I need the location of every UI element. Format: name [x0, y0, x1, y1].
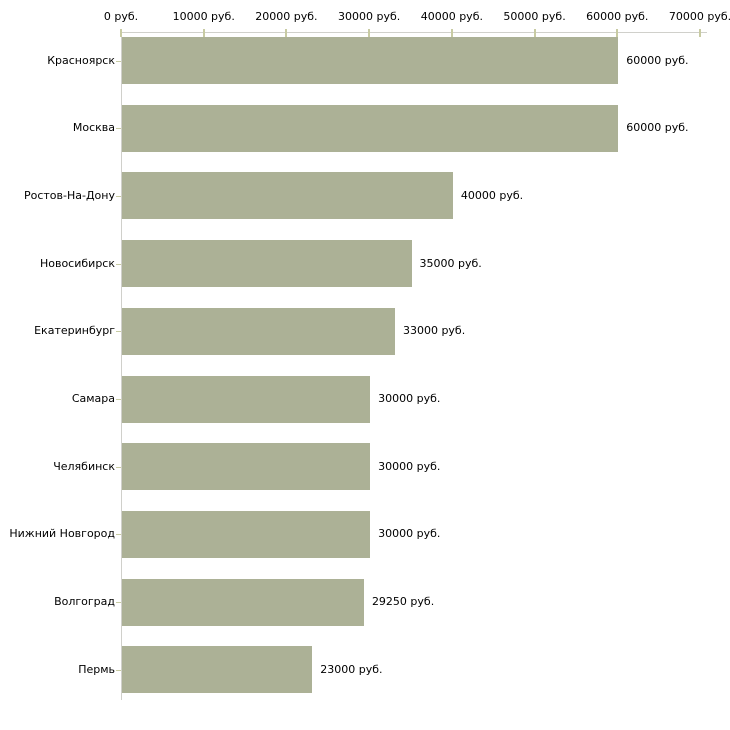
- x-axis-tick-label: 20000 руб.: [255, 10, 318, 23]
- bar: [122, 240, 412, 288]
- value-label: 60000 руб.: [626, 53, 689, 67]
- category-label: Пермь: [78, 662, 115, 676]
- bar: [122, 443, 371, 491]
- y-axis-tick-mark: [116, 466, 121, 468]
- x-axis-tick-mark: [450, 29, 453, 37]
- y-axis-tick-mark: [116, 195, 121, 197]
- value-label: 29250 руб.: [371, 595, 435, 609]
- x-axis-tick-mark: [202, 29, 205, 37]
- category-label: Нижний Новгород: [9, 527, 115, 541]
- bar: [122, 104, 619, 152]
- y-axis-tick-mark: [116, 128, 121, 130]
- bar: [122, 307, 395, 355]
- x-axis-tick-mark: [120, 29, 122, 37]
- bar: [122, 578, 364, 626]
- value-label: 23000 руб.: [320, 662, 383, 676]
- bar: [122, 172, 453, 220]
- x-axis-tick-mark: [533, 29, 536, 37]
- category-label: Челябинск: [53, 459, 115, 473]
- value-label: 33000 руб.: [402, 324, 466, 338]
- x-axis-tick-mark: [616, 29, 619, 37]
- category-label: Красноярск: [47, 53, 115, 67]
- x-axis-tick-label: 30000 руб.: [338, 10, 401, 23]
- value-label: 40000 руб.: [460, 188, 524, 202]
- value-label: 60000 руб.: [626, 121, 689, 135]
- x-axis-line: [121, 32, 707, 33]
- category-label: Ростов-На-Дону: [23, 188, 115, 202]
- category-label: Новосибирск: [39, 256, 115, 270]
- x-axis-tick-label: 70000 руб.: [668, 10, 730, 23]
- category-label: Екатеринбург: [34, 324, 115, 338]
- x-axis-tick-label: 10000 руб.: [172, 10, 235, 23]
- x-axis-tick-mark: [368, 29, 371, 37]
- category-label: Волгоград: [54, 595, 115, 609]
- x-axis-tick-label: 40000 руб.: [420, 10, 483, 23]
- x-axis-tick-label: 50000 руб.: [503, 10, 566, 23]
- x-axis-tick-label: 60000 руб.: [586, 10, 649, 23]
- x-axis-tick-label: 0 руб.: [103, 10, 139, 23]
- y-axis-tick-mark: [116, 534, 121, 536]
- y-axis-tick-mark: [116, 399, 121, 400]
- y-axis-line: [121, 32, 122, 700]
- x-axis-tick-mark: [699, 29, 701, 37]
- y-axis-tick-mark: [116, 331, 121, 333]
- bar: [122, 510, 371, 558]
- bar: [122, 375, 371, 423]
- category-label: Самара: [71, 392, 115, 405]
- y-axis-tick-mark: [116, 669, 121, 671]
- bar: [122, 646, 313, 694]
- value-label: 30000 руб.: [378, 527, 441, 541]
- value-label: 30000 руб.: [378, 459, 441, 473]
- value-label: 35000 руб.: [419, 256, 482, 270]
- value-label: 30000 руб.: [378, 392, 441, 405]
- y-axis-tick-mark: [116, 60, 121, 62]
- category-label: Москва: [72, 121, 115, 135]
- y-axis-tick-mark: [116, 602, 121, 604]
- x-axis-tick-mark: [285, 29, 288, 37]
- y-axis-tick-mark: [116, 263, 121, 265]
- bar: [122, 37, 619, 84]
